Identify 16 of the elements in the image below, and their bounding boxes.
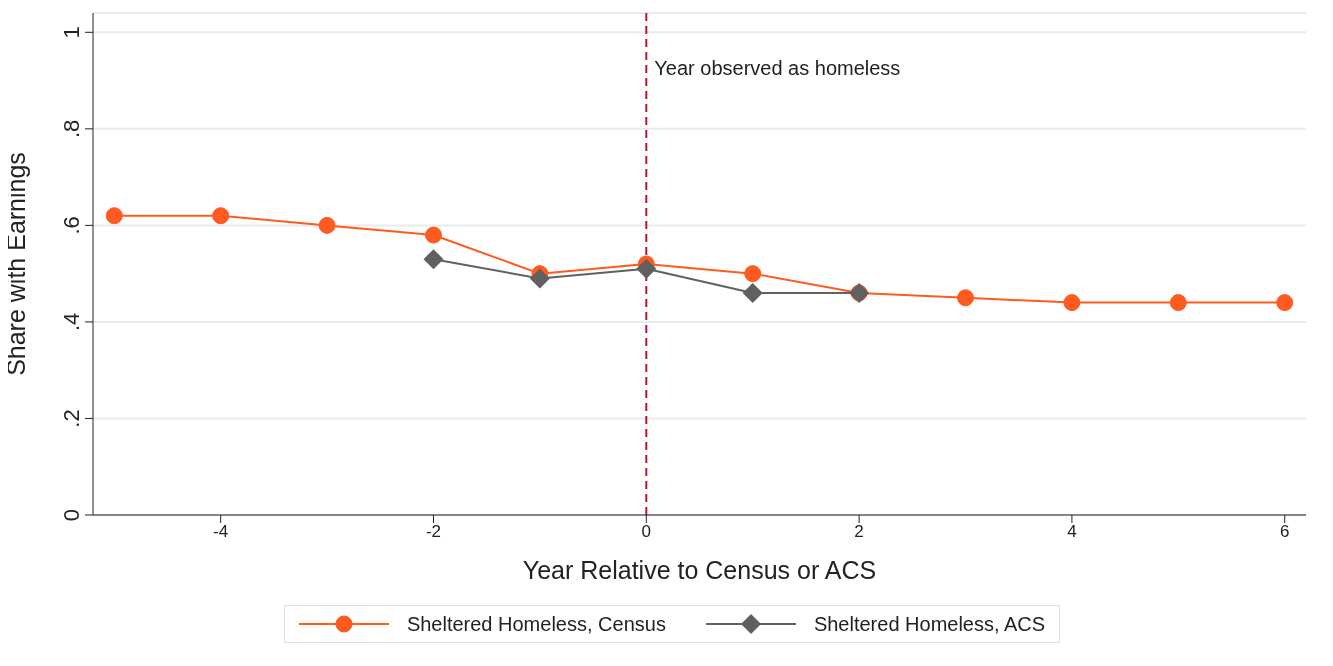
y-tick-label: .4 (59, 312, 84, 332)
x-tick-label: 6 (1279, 522, 1290, 542)
y-tick-label: .8 (59, 119, 84, 139)
y-tick-label: 1 (59, 26, 84, 39)
x-axis-title: Year Relative to Census or ACS (522, 555, 877, 584)
x-tick-label: 2 (854, 522, 864, 542)
x-tick-label: 4 (1067, 522, 1077, 542)
x-tick-label: -4 (213, 522, 229, 542)
y-tick-label: 0 (59, 508, 84, 522)
legend-label: Sheltered Homeless, Census (406, 612, 666, 636)
x-tick-label: 0 (641, 522, 652, 542)
ref-line-label: Year observed as homeless (654, 57, 901, 80)
y-tick-label: .6 (59, 216, 84, 235)
legend-label: Sheltered Homeless, ACS (813, 612, 1046, 636)
y-tick-label: .2 (59, 409, 84, 428)
x-tick-label: -2 (425, 522, 442, 542)
